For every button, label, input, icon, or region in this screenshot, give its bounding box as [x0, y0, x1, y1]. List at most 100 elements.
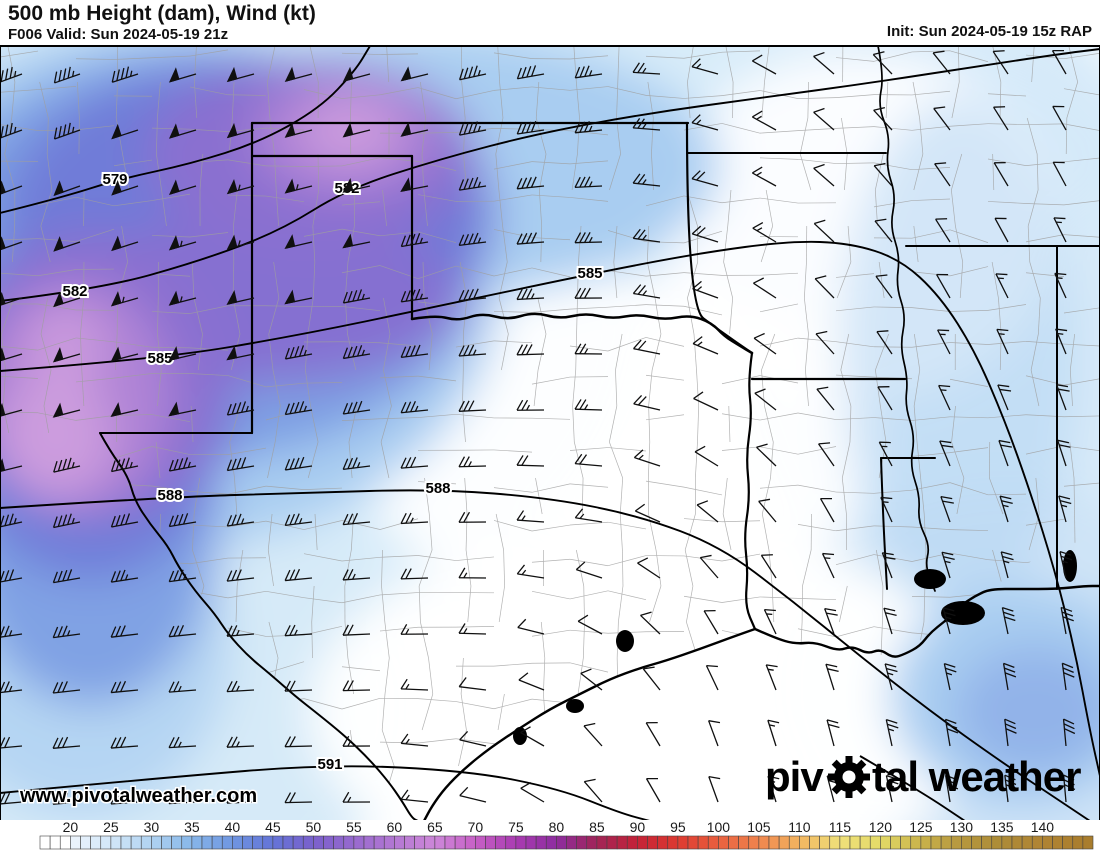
mississippi-river	[877, 46, 936, 592]
wind-barb	[400, 568, 429, 580]
wind-barb	[884, 663, 898, 691]
colorbar-tick-label: 60	[387, 820, 403, 835]
wind-barb	[1054, 272, 1067, 299]
colorbar-tick-label: 65	[427, 820, 443, 835]
wind-barb	[284, 122, 313, 138]
wind-barb	[284, 289, 313, 305]
wind-barb	[995, 273, 1009, 299]
wind-barb	[284, 568, 313, 582]
wind-barb	[756, 443, 777, 467]
wind-barb	[824, 608, 838, 635]
rio-grande	[99, 432, 419, 821]
wind-barb	[226, 792, 255, 804]
wind-barb	[168, 123, 197, 139]
wind-barb	[284, 792, 313, 804]
wind-barb	[1059, 551, 1073, 579]
wind-barb	[168, 346, 197, 362]
contour-591	[0, 765, 651, 821]
colorbar-tick-label: 130	[950, 820, 974, 835]
colorbar-tick-label: 135	[990, 820, 1014, 835]
wind-barb	[696, 500, 719, 523]
wind-barb	[342, 400, 371, 415]
wind-barb	[516, 65, 545, 80]
wind-barb	[932, 50, 951, 75]
wind-barb	[458, 344, 487, 357]
wind-barb	[765, 664, 778, 691]
wind-barb	[634, 503, 661, 523]
wind-barb	[520, 726, 545, 747]
wind-barb	[996, 328, 1009, 355]
wind-barb	[944, 774, 959, 803]
wind-barb	[878, 441, 893, 467]
wind-barb	[110, 792, 139, 805]
height-contours-layer	[0, 46, 1100, 821]
wind-barb	[400, 177, 429, 193]
wind-barb	[758, 498, 777, 523]
tx-east-border	[744, 351, 757, 631]
wind-barb	[226, 345, 255, 361]
wind-barb	[943, 662, 957, 691]
wind-barb	[1060, 606, 1074, 635]
wind-barb	[632, 284, 661, 299]
wind-barb	[934, 162, 951, 187]
wind-barb	[640, 611, 661, 635]
wind-barb	[110, 291, 139, 307]
wind-barb	[1062, 718, 1076, 747]
contour-label: 588	[157, 487, 182, 504]
wind-barb	[342, 289, 371, 304]
wind-barb	[168, 457, 197, 472]
wind-barb	[284, 513, 313, 527]
colorbar-tick-label: 30	[144, 820, 160, 835]
wind-barb	[458, 456, 487, 468]
wind-barb	[873, 162, 893, 187]
wind-barb	[1055, 328, 1068, 355]
wind-barb	[342, 624, 371, 636]
wind-barb	[226, 625, 255, 637]
wind-barb	[400, 401, 429, 414]
wind-barb	[998, 439, 1012, 467]
contour-label: 579	[102, 171, 127, 188]
wind-barb	[753, 277, 777, 299]
wind-barb	[168, 401, 197, 417]
wind-barb	[226, 234, 255, 250]
colorbar-tick-label: 70	[468, 820, 484, 835]
wind-barb	[874, 218, 893, 243]
wind-barb	[52, 402, 81, 418]
tx-gulf-coast	[422, 627, 757, 821]
wind-barb	[1052, 105, 1067, 131]
wind-barb	[583, 778, 603, 803]
wind-barb	[342, 457, 371, 470]
wind-barb	[763, 608, 777, 635]
contour-585	[0, 240, 1100, 777]
wind-barb	[574, 176, 603, 189]
wind-barb	[637, 557, 661, 579]
colorbar-tick-label: 100	[707, 820, 731, 835]
wind-barb	[703, 610, 719, 635]
wind-barb	[821, 552, 835, 579]
wind-barb	[1052, 161, 1067, 187]
wind-barb	[1062, 774, 1076, 803]
wind-barb	[691, 114, 719, 131]
wind-barb	[999, 495, 1013, 523]
wind-barb	[813, 51, 835, 75]
contour-591	[859, 755, 966, 821]
wind-barb	[517, 618, 545, 635]
wind-barb	[826, 719, 840, 747]
wind-barb	[994, 217, 1009, 243]
wind-barb	[110, 569, 139, 583]
wind-barb	[168, 681, 197, 693]
wind-barb	[516, 288, 545, 301]
wind-barb	[575, 561, 603, 579]
wind-barb	[342, 568, 371, 581]
wind-barb	[52, 625, 81, 639]
pivotal-weather-logo: piv tal weather	[765, 753, 1082, 800]
wind-barb	[752, 110, 777, 131]
wind-barb	[574, 287, 603, 299]
wind-barb	[518, 672, 545, 691]
wind-barb	[574, 232, 603, 244]
wind-barb	[284, 680, 313, 692]
wind-barb	[813, 163, 835, 187]
wind-barb	[881, 552, 896, 579]
wind-barb	[574, 121, 603, 134]
wind-barb	[284, 178, 313, 194]
